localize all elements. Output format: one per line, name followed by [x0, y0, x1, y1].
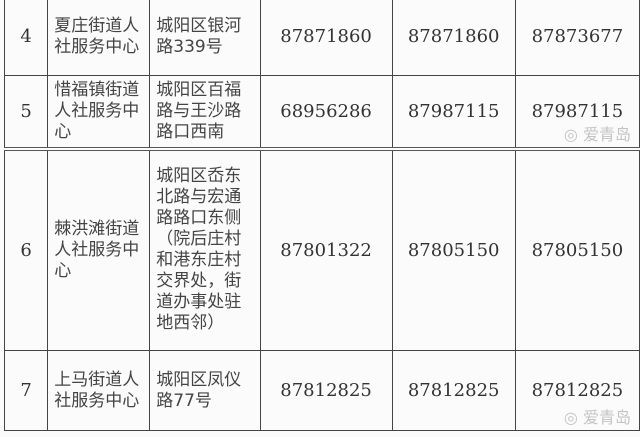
row-number: 5	[3, 75, 49, 149]
address: 城阳区银河路339号	[149, 0, 261, 76]
service-center-table: 4 夏庄街道人社服务中心 城阳区银河路339号 87871860 8787186…	[3, 0, 640, 431]
phone-2: 87987115	[391, 75, 516, 149]
table-row: 7 上马街道人社服务中心 城阳区凤仪路77号 87812825 87812825…	[3, 350, 640, 431]
wechat-icon: ◎	[563, 124, 578, 144]
watermark: ◎ 爱青岛	[564, 409, 631, 427]
row-number: 6	[3, 146, 49, 351]
center-name: 夏庄街道人社服务中心	[47, 0, 151, 76]
table-row: 5 惜福镇街道人社服务中心 城阳区百福路与王沙路路口西南 68956286 87…	[3, 75, 640, 149]
phone-1: 68956286	[259, 75, 393, 149]
watermark-text: 爱青岛	[582, 408, 631, 427]
center-name: 棘洪滩街道人社服务中心	[47, 146, 151, 351]
watermark: ◎ 爱青岛	[563, 124, 631, 144]
phone-3-cell: 87812825 ◎ 爱青岛	[514, 350, 640, 431]
row-number: 4	[3, 0, 49, 76]
watermark-text: 爱青岛	[582, 124, 631, 144]
phone-3-cell: 87987115 ◎ 爱青岛	[514, 75, 640, 149]
wechat-icon: ◎	[563, 408, 578, 427]
address: 城阳区凤仪路77号	[149, 350, 261, 431]
center-name: 上马街道人社服务中心	[47, 350, 151, 431]
phone-1: 87812825	[259, 350, 393, 431]
table-row: 6 棘洪滩街道人社服务中心 城阳区岙东北路与宏通路路口东侧（院后庄村和港东庄村交…	[3, 146, 640, 351]
phone-3: 87987115	[531, 100, 624, 122]
phone-2: 87871860	[391, 0, 516, 76]
row-number: 7	[3, 350, 49, 431]
table-row: 4 夏庄街道人社服务中心 城阳区银河路339号 87871860 8787186…	[3, 0, 640, 76]
phone-2: 87812825	[391, 350, 516, 431]
center-name: 惜福镇街道人社服务中心	[47, 75, 151, 149]
phone-3: 87812825	[531, 380, 624, 401]
phone-1: 87871860	[259, 0, 393, 76]
phone-1: 87801322	[259, 146, 393, 351]
phone-3: 87873677	[514, 0, 640, 76]
phone-2: 87805150	[391, 146, 516, 351]
address: 城阳区岙东北路与宏通路路口东侧（院后庄村和港东庄村交界处，街道办事处驻地西邻）	[149, 146, 261, 351]
phone-3: 87805150	[514, 146, 640, 351]
address: 城阳区百福路与王沙路路口西南	[149, 75, 261, 149]
